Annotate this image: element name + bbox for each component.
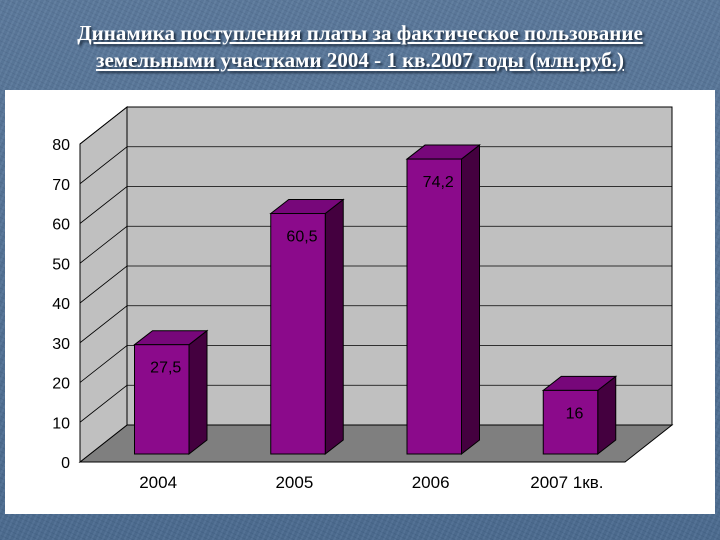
y-tick-label: 30 (52, 336, 70, 353)
bar (406, 158, 462, 455)
bar-side (188, 329, 208, 456)
gridline (79, 186, 672, 224)
y-tick-label: 60 (52, 217, 70, 234)
gridlines (79, 106, 672, 423)
bar (542, 389, 599, 455)
gridline (79, 225, 672, 264)
gridline (79, 146, 672, 185)
y-tick-label: 70 (52, 177, 70, 194)
chart-panel: 27,5 60,5 74,2 16 0 10 20 30 40 50 60 70 80 2004 200… (5, 90, 715, 514)
slide-title-line-1: Динамика поступления платы за фактическо… (77, 21, 643, 45)
y-tick-label: 50 (52, 256, 70, 273)
data-label: 60,5 (286, 229, 317, 246)
data-label: 16 (566, 405, 584, 422)
x-tick-label: 2005 (275, 473, 313, 492)
y-axis-ticks: 0 10 20 30 40 50 60 70 80 (52, 137, 70, 472)
data-label: 74,2 (423, 174, 454, 191)
y-tick-label: 10 (52, 415, 70, 432)
bar (270, 213, 326, 455)
bar (134, 344, 190, 455)
slide-title: Динамика поступления платы за фактическо… (0, 20, 720, 74)
y-tick-label: 40 (52, 296, 70, 313)
gridline (79, 305, 672, 344)
y-tick-label: 80 (52, 137, 70, 154)
bar-side (324, 198, 344, 456)
bar-side (461, 144, 480, 456)
gridline (79, 106, 672, 145)
slide-title-line-2: земельными участками 2004 - 1 кв.2007 го… (96, 48, 624, 72)
gridline (79, 384, 672, 423)
gridline (79, 345, 672, 383)
data-label: 27,5 (150, 360, 181, 377)
x-axis-ticks: 2004 2005 2006 2007 1кв. (139, 473, 603, 492)
x-tick-label: 2006 (412, 473, 450, 492)
gridline (79, 265, 672, 304)
bars: 27,5 60,5 74,2 16 (133, 144, 618, 456)
y-tick-label: 20 (52, 376, 70, 393)
y-tick-label: 0 (61, 455, 70, 472)
x-tick-label: 2007 1кв. (530, 473, 603, 492)
x-tick-label: 2004 (139, 473, 177, 492)
